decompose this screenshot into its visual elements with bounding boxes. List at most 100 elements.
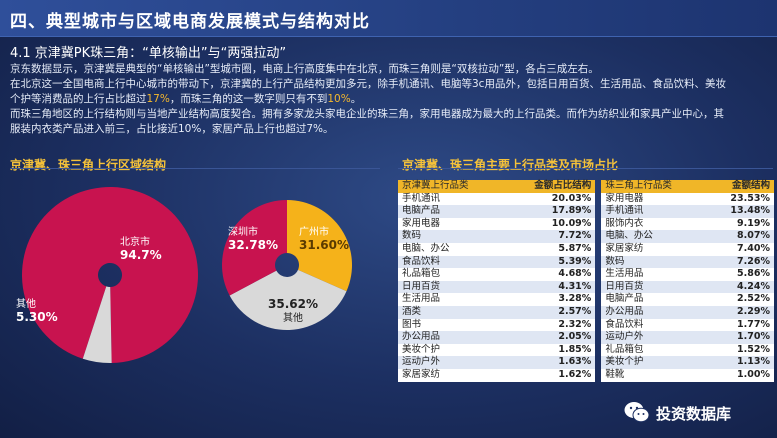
table-row: 日用百货 4.31% 日用百货 4.24% — [398, 280, 774, 294]
cell-prd-share: 8.07% — [706, 230, 774, 243]
cell-bth-category: 食品饮料 — [398, 255, 504, 269]
pie2-guangzhou-value: 31.60% — [299, 238, 349, 252]
header-prd-category: 珠三角上行品类 — [601, 180, 707, 193]
cell-prd-share: 4.24% — [706, 280, 774, 294]
page-subtitle: 4.1 京津冀PK珠三角：“单核输出”与“两强拉动” — [10, 46, 287, 61]
table-row: 电脑、办公 5.87% 家居家纺 7.40% — [398, 242, 774, 256]
header-prd-share: 金额结构 — [706, 180, 774, 193]
divider-right — [398, 168, 773, 169]
cell-bth-share: 5.87% — [503, 242, 596, 256]
cell-prd-category: 办公用品 — [601, 305, 707, 319]
table-row: 家用电器 10.09% 服饰内衣 9.19% — [398, 217, 774, 231]
cell-bth-share: 2.05% — [503, 331, 596, 344]
intro-line-3-e: 。 — [350, 93, 362, 105]
table-row: 礼品箱包 4.68% 生活用品 5.86% — [398, 268, 774, 281]
pie1-label-other: 其他 5.30% — [16, 298, 58, 325]
table-row: 电脑产品 17.89% 手机通讯 13.48% — [398, 205, 774, 218]
category-share-table: 京津冀上行品类 金额占比结构 珠三角上行品类 金额结构 手机通讯 20.03% 家用… — [398, 180, 774, 382]
cell-prd-category: 电脑、办公 — [601, 230, 707, 243]
pie2-label-other: 35.62% 其他 — [268, 298, 318, 325]
cell-prd-share: 9.19% — [706, 217, 774, 231]
intro-line-2: 在北京这一全国电商上行中心城市的带动下，京津冀的上行产品结构更加多元，除手机通讯… — [10, 78, 726, 90]
table-row: 办公用品 2.05% 运动户外 1.70% — [398, 331, 774, 344]
cell-prd-category: 家用电器 — [601, 192, 707, 206]
donut-slice — [21, 187, 198, 363]
cell-prd-category: 美妆个护 — [601, 356, 707, 369]
highlight-17: 17% — [146, 93, 170, 105]
table-row: 数码 7.72% 电脑、办公 8.07% — [398, 230, 774, 243]
table-header-row: 京津冀上行品类 金额占比结构 珠三角上行品类 金额结构 — [398, 180, 774, 193]
cell-bth-category: 电脑、办公 — [398, 242, 504, 256]
cell-bth-share: 7.72% — [503, 230, 596, 243]
cell-prd-share: 13.48% — [706, 205, 774, 218]
wechat-logo: 投资数据库 — [624, 394, 776, 434]
cell-bth-share: 1.85% — [503, 343, 596, 357]
page-title: 四、典型城市与区域电商发展模式与结构对比 — [10, 12, 370, 32]
title-bar: 四、典型城市与区域电商发展模式与结构对比 — [0, 0, 777, 37]
cell-prd-category: 食品饮料 — [601, 318, 707, 332]
header-bth-category: 京津冀上行品类 — [398, 180, 504, 193]
cell-prd-share: 1.52% — [706, 343, 774, 357]
table-row: 生活用品 3.28% 电脑产品 2.52% — [398, 293, 774, 306]
table-row: 家居家纺 1.62% 鞋靴 1.00% — [398, 368, 774, 382]
pie2-shenzhen-name: 深圳市 — [228, 227, 258, 238]
donut-slice — [82, 286, 112, 363]
left-section-title: 京津冀、珠三角上行区域结构 — [10, 158, 167, 172]
cell-bth-category: 日用百货 — [398, 280, 504, 294]
pie1-beijing-value: 94.7% — [120, 248, 162, 262]
cell-prd-category: 日用百货 — [601, 280, 707, 294]
right-section-title: 京津冀、珠三角主要上行品类及市场占比 — [402, 158, 619, 172]
logo-name: 投资数据库 — [656, 405, 732, 423]
beijing-region-donut — [21, 187, 198, 363]
cell-prd-share: 1.13% — [706, 356, 774, 369]
pie1-beijing-name: 北京市 — [120, 237, 150, 248]
cell-prd-category: 数码 — [601, 255, 707, 269]
cell-bth-category: 手机通讯 — [398, 192, 504, 206]
table-row: 美妆个护 1.85% 礼品箱包 1.52% — [398, 343, 774, 357]
cell-prd-share: 1.00% — [706, 368, 774, 382]
cell-prd-share: 2.52% — [706, 293, 774, 306]
prd-region-donut — [222, 200, 352, 330]
cell-bth-share: 1.63% — [503, 356, 596, 369]
donut-slice — [287, 200, 352, 292]
pie2-shenzhen-value: 32.78% — [228, 238, 278, 252]
intro-line-1: 京东数据显示，京津冀是典型的“单核输出”型城市圈，电商上行高度集中在北京，而珠三… — [10, 63, 599, 75]
pie2-label-shenzhen: 深圳市 32.78% — [228, 226, 278, 253]
cell-prd-share: 7.26% — [706, 255, 774, 269]
cell-prd-share: 1.70% — [706, 331, 774, 344]
cell-bth-share: 5.39% — [503, 255, 596, 269]
cell-bth-category: 礼品箱包 — [398, 268, 504, 281]
cell-prd-category: 服饰内衣 — [601, 217, 707, 231]
cell-prd-share: 23.53% — [706, 192, 774, 206]
intro-line-3-c: ，而珠三角的这一数字则只有不到 — [169, 93, 328, 105]
cell-bth-category: 家用电器 — [398, 217, 504, 231]
cell-bth-share: 4.31% — [503, 280, 596, 294]
cell-bth-share: 1.62% — [503, 368, 596, 382]
cell-prd-category: 手机通讯 — [601, 205, 707, 218]
divider-left — [10, 168, 380, 169]
pie2-guangzhou-name: 广州市 — [299, 227, 329, 238]
cell-bth-share: 17.89% — [503, 205, 596, 218]
cell-bth-category: 运动户外 — [398, 356, 504, 369]
cell-bth-category: 美妆个护 — [398, 343, 504, 357]
header-bth-share: 金额占比结构 — [503, 180, 596, 193]
cell-bth-category: 家居家纺 — [398, 368, 504, 382]
intro-line-3-a: 个护等消费品的上行占比超过 — [10, 93, 147, 105]
table-row: 酒类 2.57% 办公用品 2.29% — [398, 305, 774, 319]
intro-line-5: 服装内衣类产品进入前三，占比接近10%，家居产品上行也超过7%。 — [10, 123, 334, 135]
cell-bth-share: 10.09% — [503, 217, 596, 231]
pie2-label-guangzhou: 广州市 31.60% — [299, 226, 349, 253]
cell-prd-share: 1.77% — [706, 318, 774, 332]
cell-bth-category: 电脑产品 — [398, 205, 504, 218]
pie2-other-value: 35.62% — [268, 297, 318, 311]
cell-bth-share: 20.03% — [503, 192, 596, 206]
cell-bth-share: 2.57% — [503, 305, 596, 319]
cell-prd-share: 2.29% — [706, 305, 774, 319]
pie1-other-name: 其他 — [16, 299, 36, 310]
pie1-other-value: 5.30% — [16, 310, 58, 324]
pie1-label-beijing: 北京市 94.7% — [120, 236, 162, 263]
pie2-other-name: 其他 — [282, 313, 303, 324]
cell-bth-category: 生活用品 — [398, 293, 504, 306]
cell-bth-category: 数码 — [398, 230, 504, 243]
cell-prd-share: 5.86% — [706, 268, 774, 281]
